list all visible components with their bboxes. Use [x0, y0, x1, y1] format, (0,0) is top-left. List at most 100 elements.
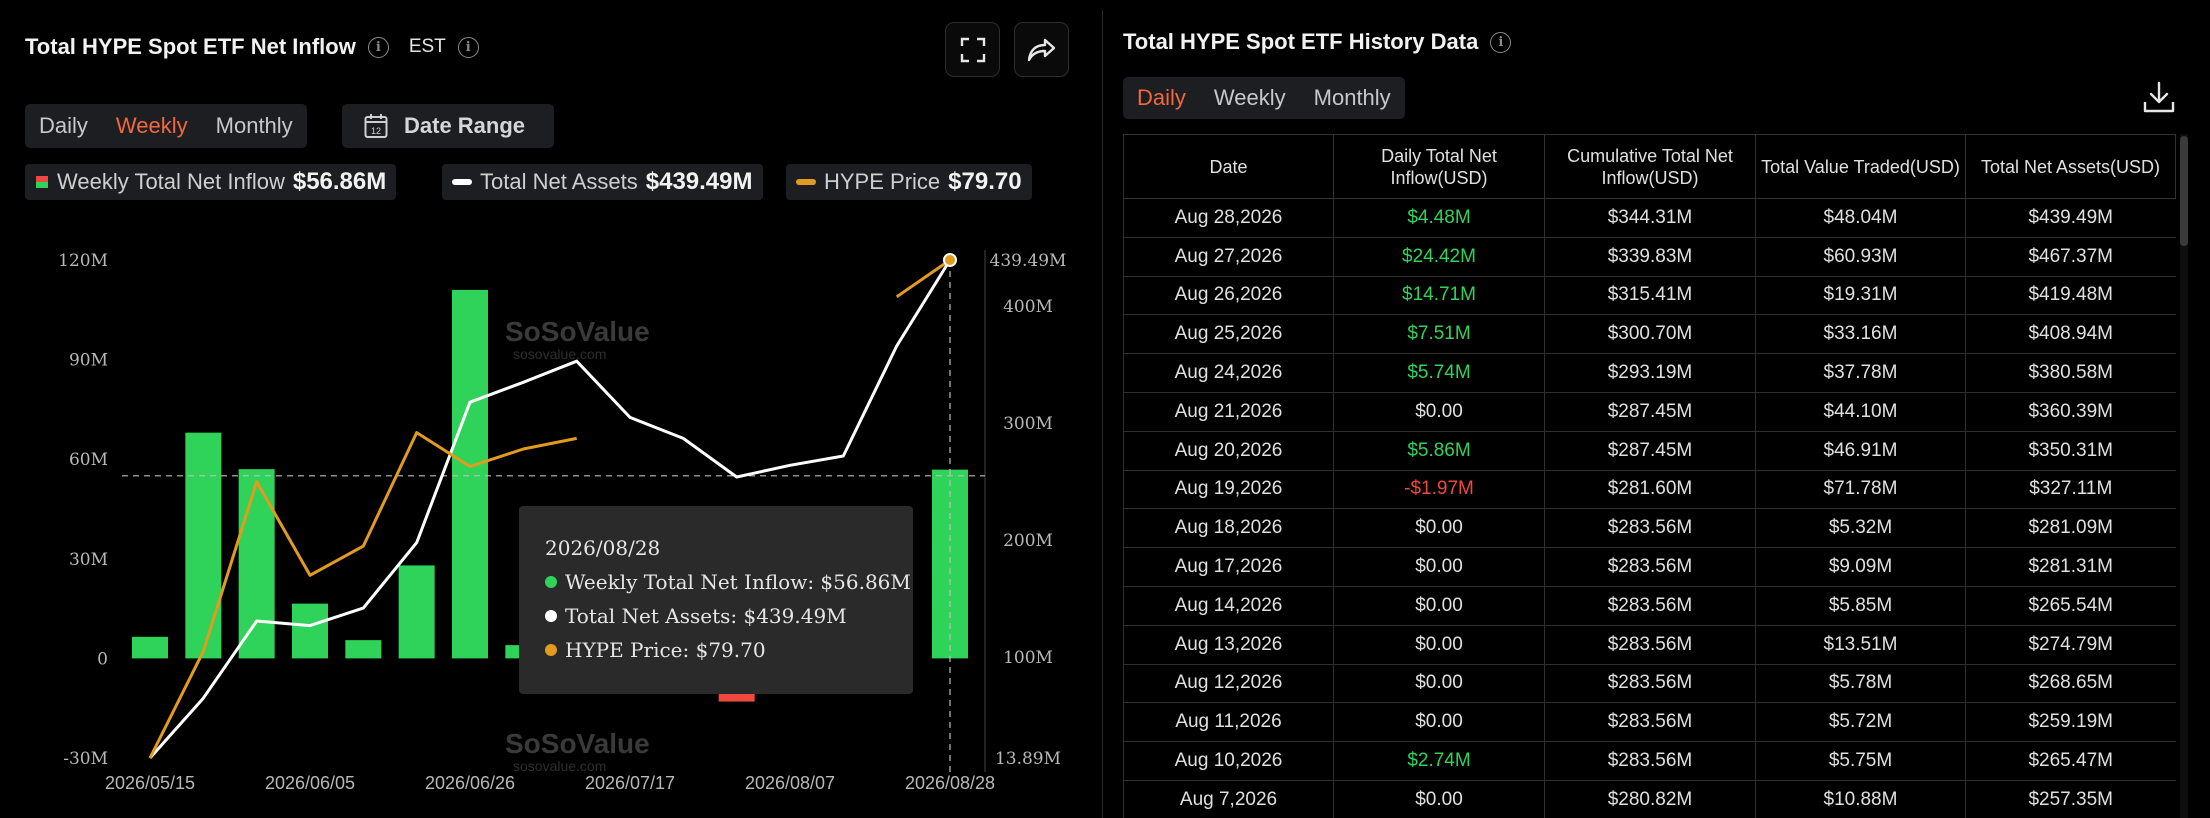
right-tick-label: 439.49M: [990, 251, 1067, 271]
x-tick-label: 2026/06/26: [425, 773, 515, 793]
table-header-row: Date Daily Total Net Inflow(USD) Cumulat…: [1123, 134, 2176, 199]
table-row[interactable]: Aug 14,2026 $0.00 $283.56M $5.85M $265.54M: [1123, 585, 2176, 626]
cell-value-traded: $71.78M: [1755, 469, 1966, 510]
table-row[interactable]: Aug 25,2026 $7.51M $300.70M $33.16M $408.94M: [1123, 314, 2176, 355]
table-row[interactable]: Aug 21,2026 $0.00 $287.45M $44.10M $360.39M: [1123, 391, 2176, 432]
tab-daily[interactable]: Daily: [1137, 85, 1186, 110]
inflow-bar: [398, 565, 435, 659]
date-range-button[interactable]: 12 Date Range: [342, 104, 554, 148]
cell-value-traded: $9.09M: [1755, 547, 1966, 587]
cell-value-traded: $5.72M: [1755, 702, 1966, 743]
table-row[interactable]: Aug 24,2026 $5.74M $293.19M $37.78M $380.58M: [1123, 353, 2176, 393]
tab-daily[interactable]: Daily: [39, 113, 88, 138]
legend-value: $439.49M: [645, 168, 753, 195]
cell-net-assets: $380.58M: [1965, 353, 2176, 393]
tab-monthly[interactable]: Monthly: [215, 113, 293, 138]
cell-net-assets: $274.79M: [1965, 624, 2176, 665]
tooltip-date: 2026/08/28: [545, 536, 661, 560]
highlight-point: [943, 253, 957, 267]
cell-daily-inflow: -$1.97M: [1333, 469, 1545, 510]
table-row[interactable]: Aug 17,2026 $0.00 $283.56M $9.09M $281.31M: [1123, 547, 2176, 587]
cell-daily-inflow: $0.00: [1333, 702, 1545, 743]
timezone-info-icon[interactable]: i: [457, 36, 479, 58]
cell-cumulative-inflow: $339.83M: [1544, 236, 1756, 277]
table-row[interactable]: Aug 11,2026 $0.00 $283.56M $5.72M $259.19M: [1123, 702, 2176, 743]
cell-net-assets: $439.49M: [1965, 198, 2176, 238]
table-row[interactable]: Aug 19,2026 -$1.97M $281.60M $71.78M $327.11…: [1123, 469, 2176, 510]
cell-net-assets: $467.37M: [1965, 236, 2176, 277]
cell-daily-inflow: $0.00: [1333, 547, 1545, 587]
column-header-date[interactable]: Date: [1123, 134, 1334, 199]
interval-tabs: Daily Weekly Monthly: [25, 104, 307, 148]
scrollbar-track[interactable]: [2180, 134, 2188, 818]
cell-date: Aug 19,2026: [1123, 469, 1334, 510]
column-header-daily-inflow[interactable]: Daily Total Net Inflow(USD): [1333, 134, 1545, 199]
info-icon[interactable]: i: [1490, 31, 1512, 53]
column-header-value-traded[interactable]: Total Value Traded(USD): [1755, 134, 1966, 199]
cell-net-assets: $268.65M: [1965, 663, 2176, 704]
cell-value-traded: $10.88M: [1755, 779, 1966, 818]
cell-daily-inflow: $14.71M: [1333, 275, 1545, 316]
cell-net-assets: $408.94M: [1965, 314, 2176, 355]
net-assets-line: [148, 259, 952, 759]
scrollbar-thumb[interactable]: [2180, 136, 2188, 246]
tab-weekly[interactable]: Weekly: [1213, 85, 1286, 110]
inflow-bar: [238, 469, 275, 659]
legend-hype-price[interactable]: HYPE Price $79.70: [786, 164, 1032, 200]
cell-value-traded: $44.10M: [1755, 391, 1966, 432]
cell-cumulative-inflow: $283.56M: [1544, 508, 1756, 549]
inflow-bar: [932, 469, 968, 659]
left-tick-label: 30M: [69, 550, 108, 570]
left-tick-label: 90M: [69, 351, 108, 371]
table-row[interactable]: Aug 13,2026 $0.00 $283.56M $13.51M $274.79M: [1123, 624, 2176, 665]
tooltip-text: HYPE Price: $79.70: [565, 638, 766, 662]
cell-net-assets: $265.47M: [1965, 741, 2176, 781]
table-row[interactable]: Aug 18,2026 $0.00 $283.56M $5.32M $281.09M: [1123, 508, 2176, 549]
fullscreen-icon: [960, 37, 985, 62]
fullscreen-button[interactable]: [945, 22, 1000, 77]
inflow-bar: [452, 289, 488, 659]
cell-value-traded: $5.32M: [1755, 508, 1966, 549]
left-tick-label: 0: [97, 649, 108, 669]
tab-monthly[interactable]: Monthly: [1313, 85, 1391, 110]
legend-net-inflow[interactable]: Weekly Total Net Inflow $56.86M: [25, 164, 397, 200]
table-row[interactable]: Aug 12,2026 $0.00 $283.56M $5.78M $268.65M: [1123, 663, 2176, 704]
inflow-bar: [345, 640, 382, 659]
download-icon[interactable]: [2142, 80, 2176, 114]
column-header-cumulative-inflow[interactable]: Cumulative Total Net Inflow(USD): [1544, 134, 1756, 199]
table-row[interactable]: Aug 20,2026 $5.86M $287.45M $46.91M $350.31M: [1123, 430, 2176, 471]
cell-cumulative-inflow: $287.45M: [1544, 391, 1756, 432]
share-button[interactable]: [1014, 22, 1069, 77]
chart-title: Total HYPE Spot ETF Net Inflow: [25, 34, 356, 59]
cell-date: Aug 25,2026: [1123, 314, 1334, 355]
cell-date: Aug 18,2026: [1123, 508, 1334, 549]
cell-value-traded: $48.04M: [1755, 198, 1966, 238]
cell-cumulative-inflow: $283.56M: [1544, 547, 1756, 587]
info-icon[interactable]: i: [367, 36, 389, 58]
cell-cumulative-inflow: $280.82M: [1544, 779, 1756, 818]
history-interval-tabs: Daily Weekly Monthly: [1123, 77, 1405, 119]
cell-daily-inflow: $0.00: [1333, 779, 1545, 818]
net-inflow-chart[interactable]: 120M 90M 60M 30M 0 -30M 439.49M 400M 300M 200M 100…: [0, 230, 1100, 800]
table-row[interactable]: Aug 27,2026 $24.42M $339.83M $60.93M $467.37…: [1123, 236, 2176, 277]
cell-date: Aug 10,2026: [1123, 741, 1334, 781]
table-row[interactable]: Aug 7,2026 $0.00 $280.82M $10.88M $257.35M: [1123, 779, 2176, 818]
cell-daily-inflow: $0.00: [1333, 391, 1545, 432]
svg-text:12: 12: [371, 126, 381, 136]
cell-daily-inflow: $2.74M: [1333, 741, 1545, 781]
timezone-label: EST: [408, 36, 446, 57]
inflow-bar: [292, 603, 328, 659]
table-row[interactable]: Aug 28,2026 $4.48M $344.31M $48.04M $439.49M: [1123, 198, 2176, 238]
table-row[interactable]: Aug 10,2026 $2.74M $283.56M $5.75M $265.47M: [1123, 741, 2176, 781]
cell-value-traded: $5.78M: [1755, 663, 1966, 704]
cell-cumulative-inflow: $283.56M: [1544, 702, 1756, 743]
legend-net-assets[interactable]: Total Net Assets $439.49M: [442, 164, 763, 200]
column-header-net-assets[interactable]: Total Net Assets(USD): [1965, 134, 2176, 199]
tooltip-text: Total Net Assets: $439.49M: [565, 604, 847, 628]
panel-divider: [1102, 10, 1103, 818]
table-row[interactable]: Aug 26,2026 $14.71M $315.41M $19.31M $419.48…: [1123, 275, 2176, 316]
cell-daily-inflow: $7.51M: [1333, 314, 1545, 355]
tab-weekly[interactable]: Weekly: [115, 113, 188, 138]
chart-header: Total HYPE Spot ETF Net Inflow i EST i: [25, 34, 479, 60]
line-swatch-icon: [796, 179, 816, 185]
